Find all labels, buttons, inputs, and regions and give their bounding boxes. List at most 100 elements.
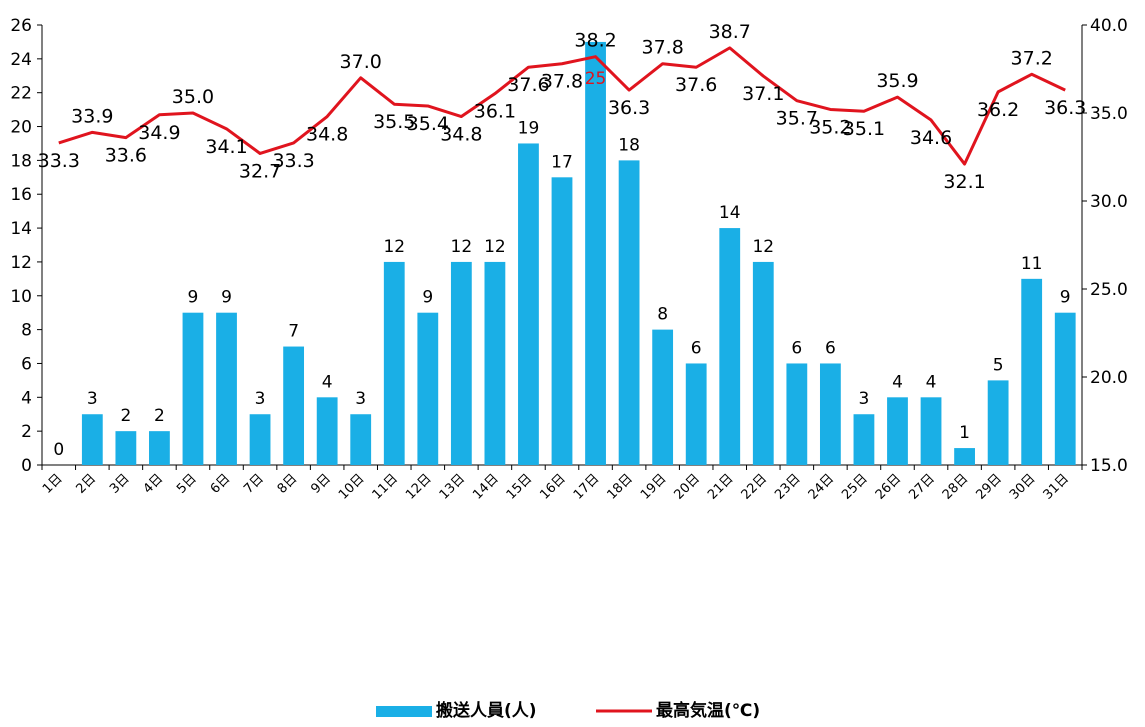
bar-value-label: 6 xyxy=(691,338,702,358)
x-tick-label: 27日 xyxy=(906,471,937,502)
x-tick-label: 19日 xyxy=(638,471,669,502)
bar-value-label: 2 xyxy=(154,406,165,426)
temperature-line xyxy=(58,46,1066,166)
x-tick-label: 24日 xyxy=(806,471,837,502)
bar xyxy=(1054,312,1076,465)
temperature-value-label: 32.7 xyxy=(239,160,281,182)
bar xyxy=(954,448,975,465)
bar-value-label: 1 xyxy=(959,423,970,443)
bar-value-label: 9 xyxy=(1060,288,1071,308)
bar xyxy=(887,397,908,465)
y-left-tick-label: 18 xyxy=(10,151,32,171)
x-tick-label: 25日 xyxy=(839,471,870,502)
x-tick-label: 7日 xyxy=(241,471,267,497)
bar-value-label: 3 xyxy=(255,389,266,409)
y-left-tick-label: 2 xyxy=(21,422,32,442)
bar xyxy=(618,160,640,465)
bar xyxy=(383,261,405,465)
x-tick-label: 18日 xyxy=(604,471,635,502)
bar-value-label: 6 xyxy=(791,338,802,358)
y-left-tick-label: 4 xyxy=(21,388,32,408)
bar xyxy=(518,143,539,465)
temperature-value-label: 35.1 xyxy=(843,118,885,140)
x-tick-label: 12日 xyxy=(403,471,434,502)
temperature-value-label: 38.7 xyxy=(709,21,751,43)
x-tick-label: 9日 xyxy=(308,471,334,497)
x-tick-label: 26日 xyxy=(873,471,904,502)
x-tick-label: 4日 xyxy=(141,471,167,497)
temperature-value-label: 35.4 xyxy=(407,113,449,135)
temperature-value-label: 36.3 xyxy=(608,97,650,119)
y-left-tick-label: 10 xyxy=(10,287,32,307)
temperature-value-label: 35.0 xyxy=(172,86,214,108)
temperature-value-label: 37.6 xyxy=(507,74,549,96)
temperature-value-label: 34.1 xyxy=(205,136,247,158)
bar xyxy=(853,414,875,465)
x-tick-label: 11日 xyxy=(370,471,401,502)
bar xyxy=(719,228,741,465)
bar xyxy=(182,312,204,465)
bar xyxy=(249,414,271,465)
x-tick-label: 23日 xyxy=(772,471,803,502)
temperature-value-label: 35.9 xyxy=(876,70,918,92)
temperature-value-label: 37.1 xyxy=(742,83,784,105)
temperature-value-label: 36.1 xyxy=(474,101,516,123)
y-right-tick-label: 30.0 xyxy=(1090,192,1128,212)
x-tick-label: 22日 xyxy=(739,471,770,502)
bar-value-label: 12 xyxy=(383,237,405,257)
x-tick-label: 29日 xyxy=(973,471,1004,502)
bar-value-label: 0 xyxy=(53,440,64,460)
x-tick-label: 14日 xyxy=(470,471,501,502)
temperature-value-label: 33.3 xyxy=(272,150,314,172)
temperature-value-label: 35.7 xyxy=(776,108,818,130)
legend-label: 搬送人員(人) xyxy=(436,700,537,721)
y-left-tick-label: 24 xyxy=(10,50,32,70)
bar xyxy=(752,261,774,465)
temperature-value-label: 37.0 xyxy=(340,51,382,73)
bar-value-label: 25 xyxy=(585,69,607,89)
bar-value-label: 17 xyxy=(551,152,573,172)
x-tick-label: 13日 xyxy=(437,471,468,502)
bar-value-label: 4 xyxy=(926,372,937,392)
bar-value-label: 4 xyxy=(892,372,903,392)
bar xyxy=(283,346,305,465)
temperature-value-label: 34.6 xyxy=(910,127,952,149)
temperature-value-label: 37.6 xyxy=(675,74,717,96)
bar xyxy=(685,363,707,465)
bar-value-label: 2 xyxy=(120,406,131,426)
bar xyxy=(920,397,942,465)
bar-value-label: 12 xyxy=(752,237,774,257)
bar-value-label: 14 xyxy=(719,203,741,223)
y-right-tick-label: 35.0 xyxy=(1090,104,1128,124)
temperature-value-label: 32.1 xyxy=(943,171,985,193)
temperature-value-label: 35.5 xyxy=(373,111,415,133)
x-tick-label: 10日 xyxy=(336,471,367,502)
bar xyxy=(551,177,573,466)
bar xyxy=(819,363,841,465)
x-tick-label: 1日 xyxy=(40,471,66,497)
temperature-value-label: 37.8 xyxy=(541,71,583,93)
x-tick-label: 30日 xyxy=(1007,471,1038,502)
bar xyxy=(450,261,472,465)
bar xyxy=(484,261,506,465)
y-left-tick-label: 22 xyxy=(10,84,32,104)
bar xyxy=(987,380,1009,465)
y-left-tick-label: 14 xyxy=(10,219,32,239)
y-left-tick-label: 12 xyxy=(10,253,32,273)
y-right-tick-label: 20.0 xyxy=(1090,368,1128,388)
y-left-tick-label: 16 xyxy=(10,185,32,205)
legend-label: 最高気温(℃) xyxy=(656,700,760,721)
bar-value-label: 18 xyxy=(618,135,640,155)
temperature-value-label: 33.3 xyxy=(38,150,80,172)
temperature-value-label: 37.2 xyxy=(1011,47,1053,69)
y-left-tick-label: 20 xyxy=(10,118,32,138)
y-right-tick-label: 40.0 xyxy=(1090,16,1128,36)
bar-value-label: 3 xyxy=(355,389,366,409)
temperature-value-label: 37.8 xyxy=(641,37,683,59)
bar-value-label: 4 xyxy=(322,372,333,392)
y-right-tick-label: 15.0 xyxy=(1090,456,1128,476)
bar xyxy=(1021,278,1043,465)
x-tick-label: 17日 xyxy=(571,471,602,502)
